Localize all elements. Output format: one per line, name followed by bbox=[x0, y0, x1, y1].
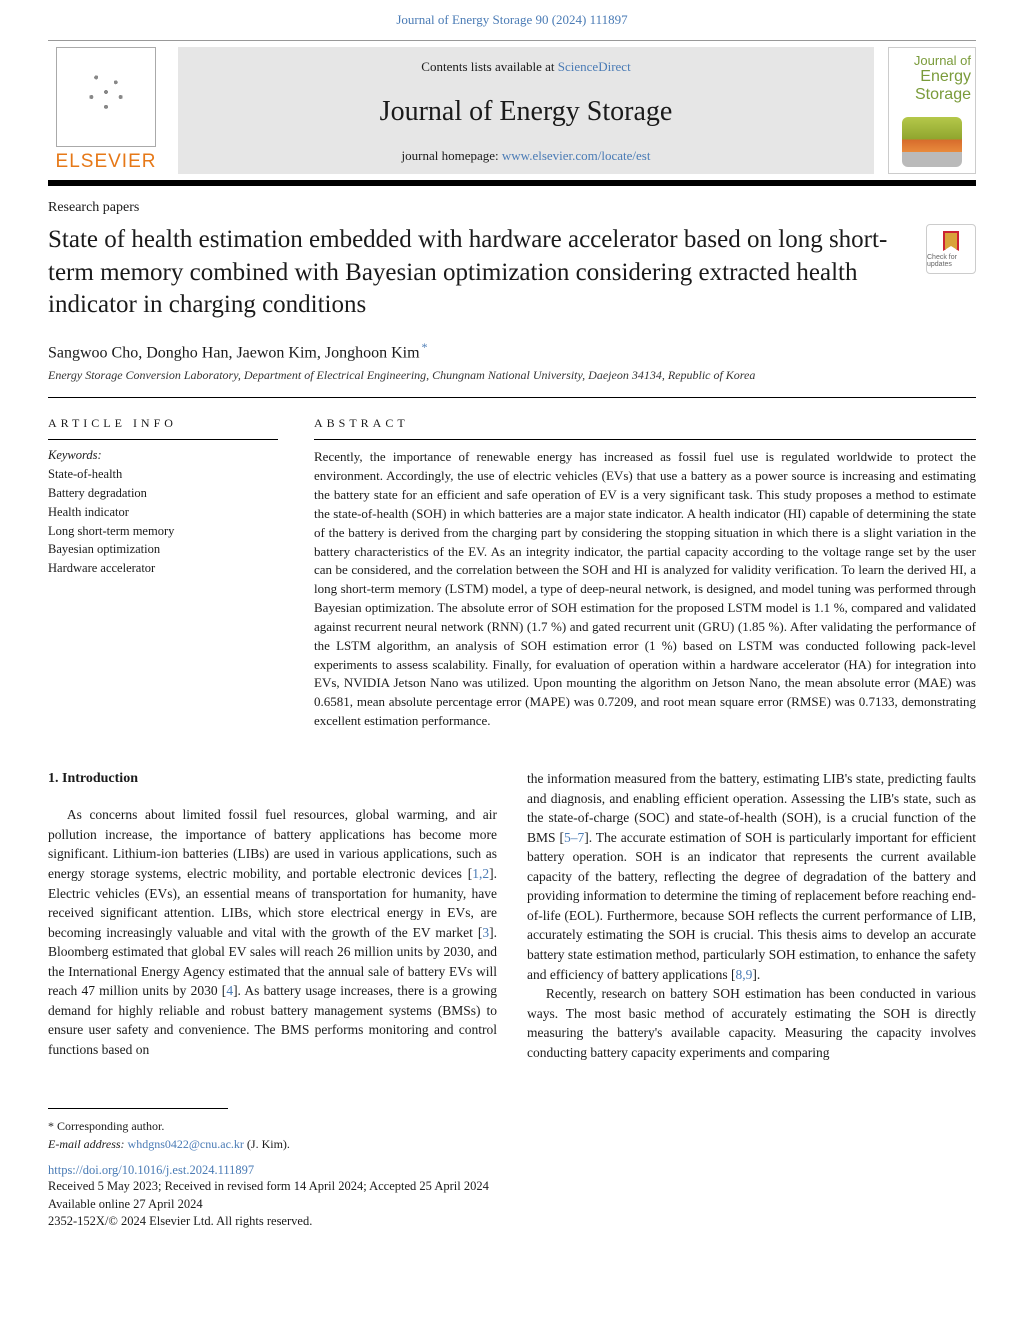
contents-prefix: Contents lists available at bbox=[421, 59, 557, 74]
thin-rule-2 bbox=[314, 439, 976, 440]
masthead: ELSEVIER Contents lists available at Sci… bbox=[48, 47, 976, 174]
right-column: the information measured from the batter… bbox=[527, 769, 976, 1062]
article-info-column: ARTICLE INFO Keywords: State-of-healthBa… bbox=[48, 416, 278, 731]
keyword-item: Bayesian optimization bbox=[48, 540, 278, 559]
left-column: 1. Introduction As concerns about limite… bbox=[48, 769, 497, 1062]
abstract-heading: ABSTRACT bbox=[314, 416, 976, 431]
homepage-line: journal homepage: www.elsevier.com/locat… bbox=[188, 148, 864, 164]
author-email-link[interactable]: whdgns0422@cnu.ac.kr bbox=[128, 1137, 244, 1151]
intro-paragraph-3: Recently, research on battery SOH estima… bbox=[527, 984, 976, 1062]
affiliation: Energy Storage Conversion Laboratory, De… bbox=[48, 368, 976, 383]
journal-banner: Contents lists available at ScienceDirec… bbox=[178, 47, 874, 174]
keywords-label: Keywords: bbox=[48, 448, 278, 463]
keyword-item: Battery degradation bbox=[48, 484, 278, 503]
history-copyright: 2352-152X/© 2024 Elsevier Ltd. All right… bbox=[48, 1213, 976, 1231]
article-history: Received 5 May 2023; Received in revised… bbox=[48, 1178, 976, 1231]
check-updates-button[interactable]: Check for updates bbox=[926, 224, 976, 274]
paper-type: Research papers bbox=[48, 200, 976, 216]
author-names: Sangwoo Cho, Dongho Han, Jaewon Kim, Jon… bbox=[48, 344, 420, 361]
keyword-item: Hardware accelerator bbox=[48, 559, 278, 578]
history-online: Available online 27 April 2024 bbox=[48, 1196, 976, 1214]
publisher-name: ELSEVIER bbox=[56, 151, 157, 173]
footnote-rule bbox=[48, 1108, 228, 1109]
cover-line2: Energy bbox=[920, 68, 971, 85]
journal-name: Journal of Energy Storage bbox=[188, 96, 864, 128]
elsevier-tree-logo bbox=[56, 47, 156, 147]
footnotes: * Corresponding author. E-mail address: … bbox=[48, 1117, 976, 1153]
body-columns: 1. Introduction As concerns about limite… bbox=[48, 769, 976, 1062]
thin-rule bbox=[48, 439, 278, 440]
top-rule bbox=[48, 40, 976, 41]
cover-line3: Storage bbox=[915, 86, 971, 103]
doi-line: https://doi.org/10.1016/j.est.2024.11189… bbox=[48, 1163, 976, 1178]
journal-cover-thumbnail: Journal of Energy Storage bbox=[888, 47, 976, 174]
keyword-item: Health indicator bbox=[48, 503, 278, 522]
check-updates-label: Check for updates bbox=[927, 254, 975, 268]
intro-heading: 1. Introduction bbox=[48, 769, 497, 789]
article-title: State of health estimation embedded with… bbox=[48, 224, 906, 322]
mid-rule bbox=[48, 397, 976, 398]
keyword-item: Long short-term memory bbox=[48, 522, 278, 541]
doi-link[interactable]: https://doi.org/10.1016/j.est.2024.11189… bbox=[48, 1163, 254, 1177]
email-label: E-mail address: bbox=[48, 1137, 128, 1151]
author-list: Sangwoo Cho, Dongho Han, Jaewon Kim, Jon… bbox=[48, 340, 976, 362]
bookmark-icon bbox=[943, 231, 959, 251]
article-info-heading: ARTICLE INFO bbox=[48, 416, 278, 431]
intro-paragraph-1: As concerns about limited fossil fuel re… bbox=[48, 805, 497, 1059]
keywords-list: State-of-healthBattery degradationHealth… bbox=[48, 465, 278, 578]
intro-paragraph-2: the information measured from the batter… bbox=[527, 769, 976, 984]
journal-reference: Journal of Energy Storage 90 (2024) 1118… bbox=[48, 12, 976, 28]
keyword-item: State-of-health bbox=[48, 465, 278, 484]
cover-graphic bbox=[902, 117, 962, 167]
contents-line: Contents lists available at ScienceDirec… bbox=[188, 59, 864, 75]
publisher-block: ELSEVIER bbox=[48, 47, 164, 174]
email-suffix: (J. Kim). bbox=[244, 1137, 290, 1151]
heavy-rule bbox=[48, 180, 976, 186]
history-received: Received 5 May 2023; Received in revised… bbox=[48, 1178, 976, 1196]
abstract-text: Recently, the importance of renewable en… bbox=[314, 448, 976, 731]
homepage-prefix: journal homepage: bbox=[402, 148, 502, 163]
sciencedirect-link[interactable]: ScienceDirect bbox=[558, 59, 631, 74]
cover-line1: Journal of bbox=[914, 53, 971, 68]
corresponding-mark: * bbox=[422, 340, 428, 354]
corresponding-author-note: * Corresponding author. bbox=[48, 1117, 976, 1135]
homepage-link[interactable]: www.elsevier.com/locate/est bbox=[502, 148, 651, 163]
abstract-column: ABSTRACT Recently, the importance of ren… bbox=[314, 416, 976, 731]
